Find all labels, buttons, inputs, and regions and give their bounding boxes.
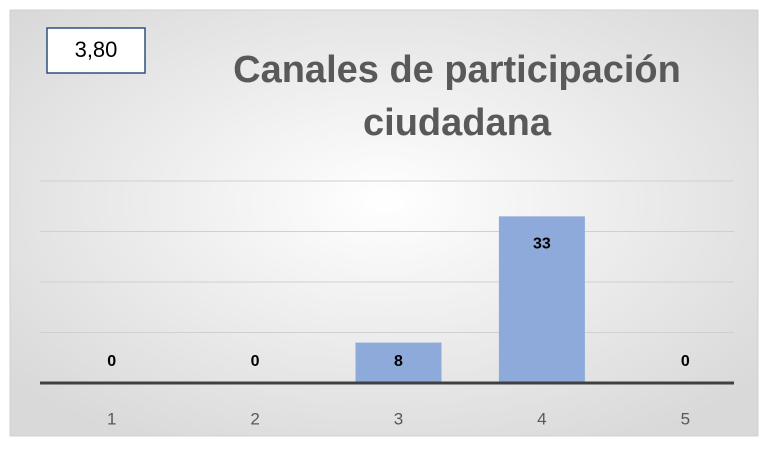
data-label: 33 — [533, 236, 551, 253]
data-label: 0 — [681, 353, 690, 370]
x-tick-label: 1 — [107, 409, 116, 428]
x-tick-label: 3 — [394, 409, 403, 428]
bar — [498, 216, 585, 383]
chart-title: Canales de participación ciudadana — [233, 49, 681, 144]
annotation-box — [46, 27, 146, 74]
data-label: 0 — [107, 353, 116, 370]
bar — [355, 342, 442, 383]
x-tick-label: 4 — [537, 409, 546, 428]
x-tick-label: 5 — [681, 409, 690, 428]
annotation: 3,80 — [75, 37, 118, 62]
data-label: 8 — [394, 353, 403, 370]
data-label: 0 — [251, 353, 260, 370]
x-tick-label: 2 — [250, 409, 259, 428]
